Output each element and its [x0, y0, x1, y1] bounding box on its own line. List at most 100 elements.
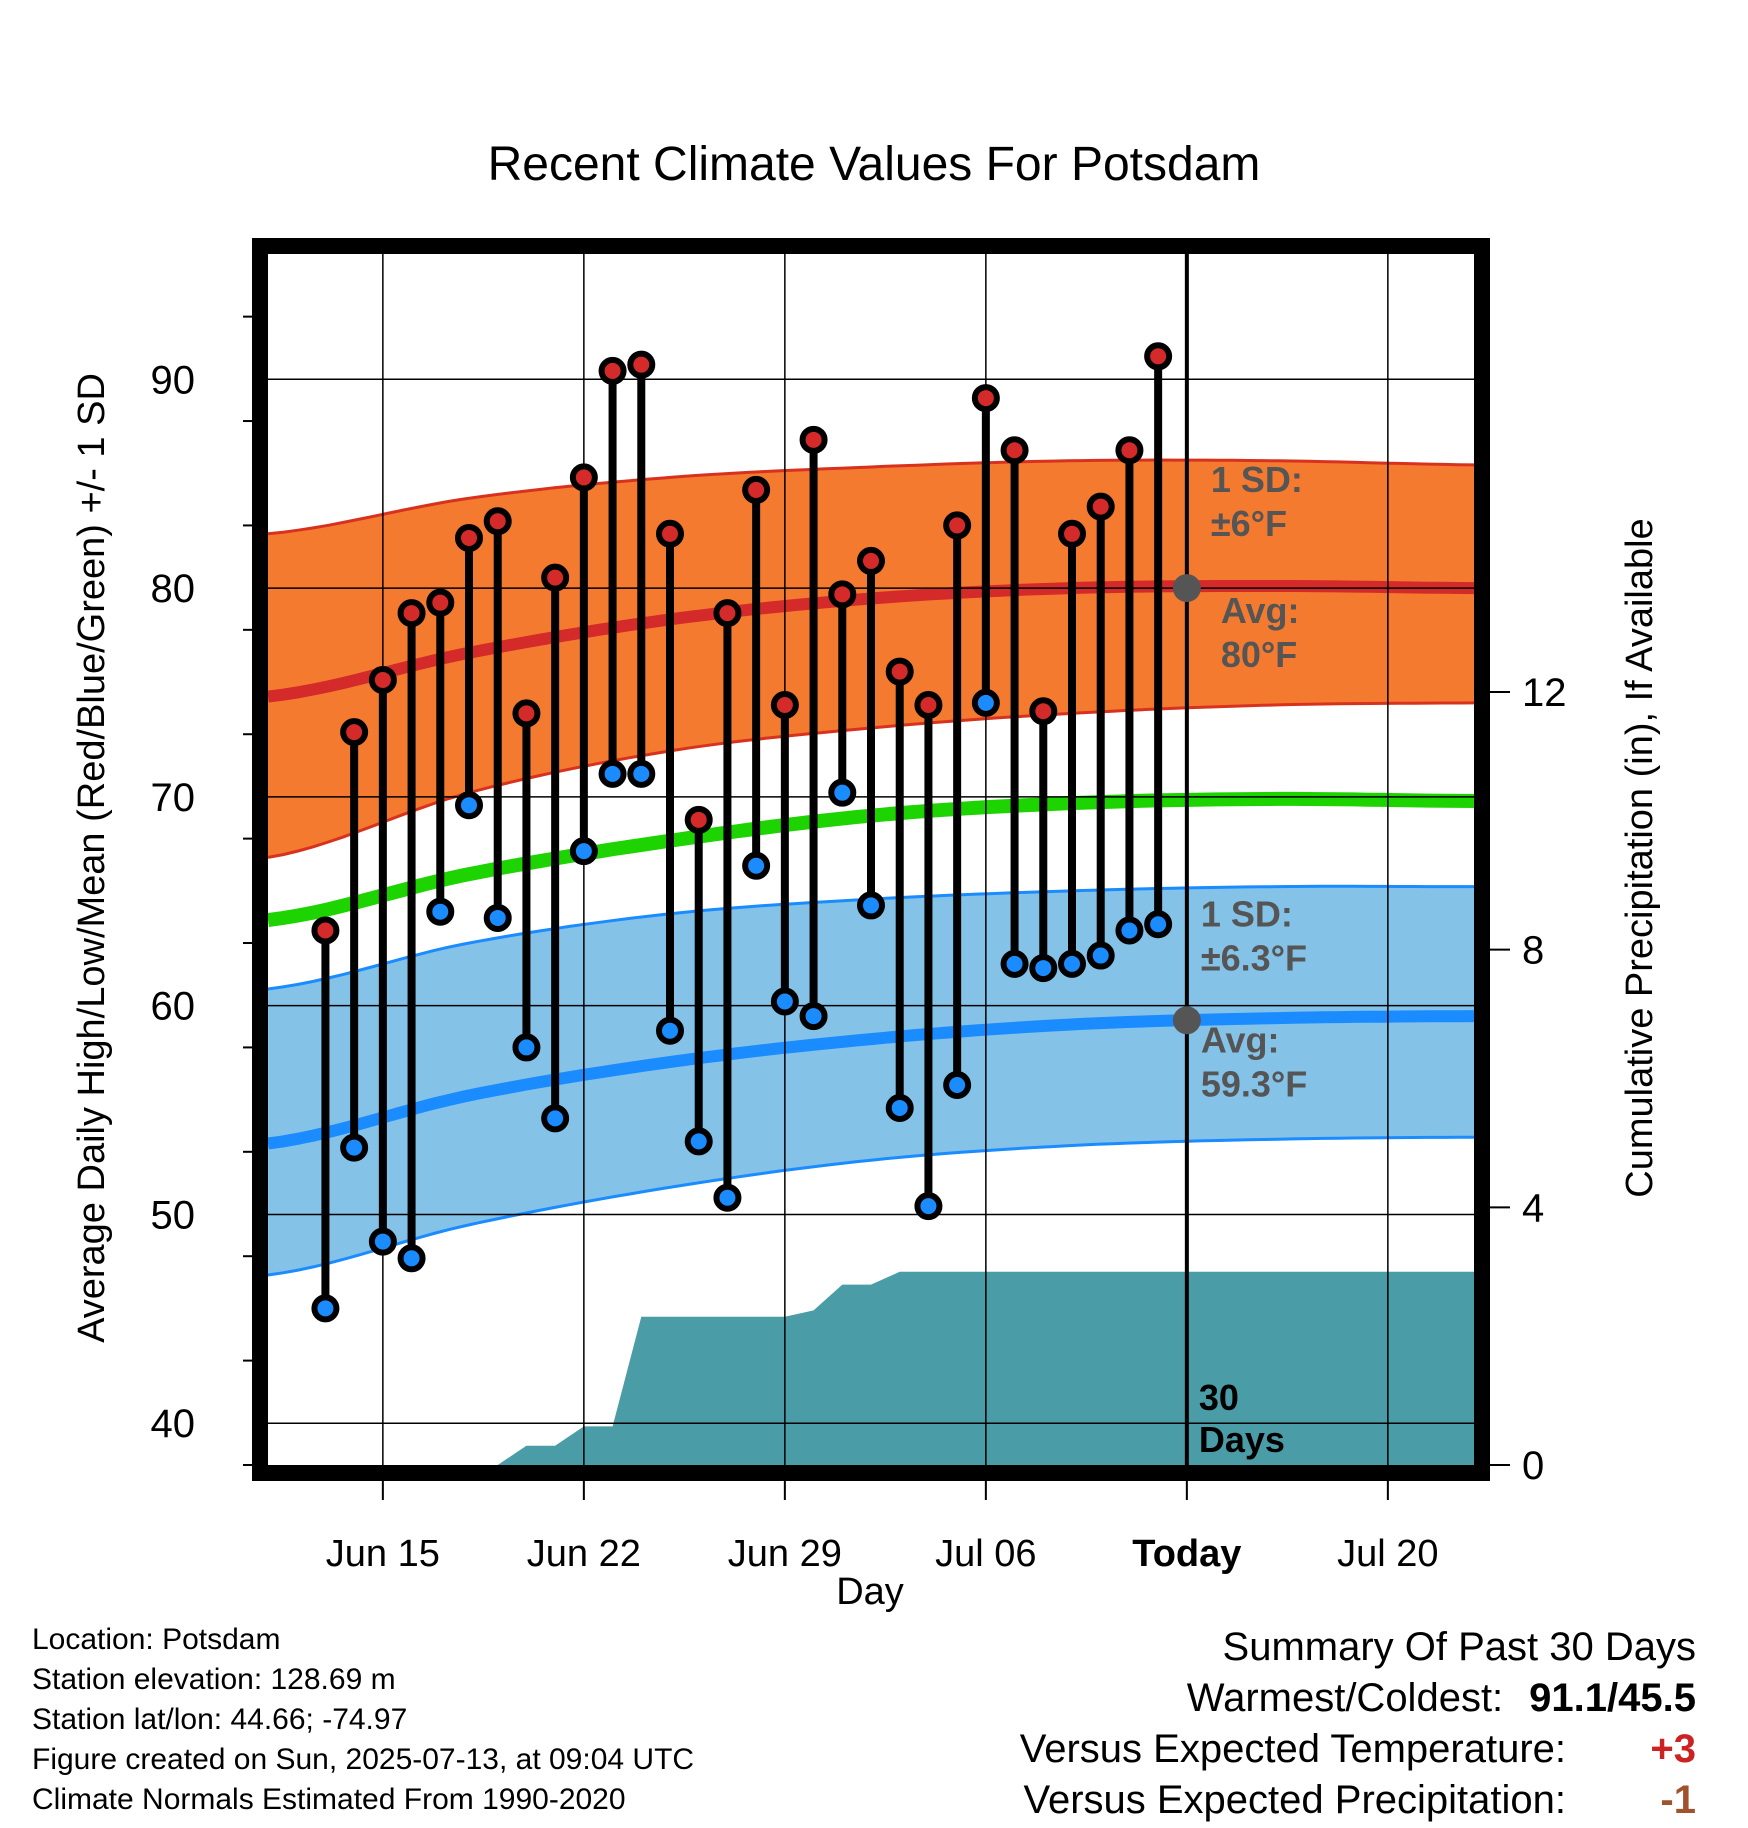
daily-high-point [742, 475, 771, 504]
daily-high-point [713, 599, 742, 628]
daily-high-point [1029, 697, 1058, 726]
daily-high-point [541, 563, 570, 592]
daily-high-point [512, 699, 541, 728]
y2-axis-label: Cumulative Precipitation (in), If Availa… [1619, 518, 1661, 1197]
daily-high-point [598, 356, 627, 385]
x-tick-label: Jul 20 [1337, 1533, 1438, 1575]
daily-high-point [397, 599, 426, 628]
x-tick-label: Today [1132, 1533, 1241, 1575]
info-latlon: Station lat/lon: 44.66; -74.97 [32, 1703, 408, 1736]
daily-low-point [885, 1093, 914, 1122]
low-sd-band-lower-edge [267, 1135, 1475, 1277]
daily-low-point [828, 778, 857, 807]
daily-high-point [455, 523, 483, 552]
low-sd-band [268, 886, 1474, 1275]
window-label-number: 30 [1199, 1377, 1239, 1418]
daily-high-point [857, 546, 885, 575]
daily-high-point [569, 463, 598, 492]
daily-low-point [799, 1002, 828, 1031]
daily-low-point [426, 897, 455, 926]
daily-high-point [1144, 342, 1173, 371]
high-sd-value: ±6°F [1211, 503, 1287, 544]
warmest-label: Warmest/Coldest: [1186, 1676, 1504, 1720]
y-tick-label: 50 [151, 1193, 196, 1237]
daily-low-point [713, 1183, 742, 1212]
low-sd-value: ±6.3°F [1201, 937, 1307, 978]
station-info: Location: Potsdam Station elevation: 128… [32, 1620, 694, 1820]
daily-high-point [1115, 436, 1144, 465]
daily-high-point [368, 665, 397, 694]
warmest-value: 91.1/45.5 [1529, 1676, 1696, 1720]
daily-low-point [1115, 916, 1144, 945]
x-tick-label: Jul 06 [935, 1533, 1036, 1575]
daily-low-point [455, 791, 483, 820]
daily-high-point [914, 690, 943, 719]
daily-high-point [885, 657, 914, 686]
daily-low-point [742, 851, 771, 880]
x-tick-label: Jun 22 [527, 1533, 641, 1575]
daily-high-point [627, 350, 656, 379]
today-high-normal-marker [1172, 574, 1201, 603]
daily-low-point [483, 903, 512, 932]
daily-high-point [943, 511, 972, 540]
climate-chart: Recent Climate Values For Potsdam 1 SD:±… [71, 138, 1661, 1613]
daily-low-point [627, 759, 656, 788]
y-axis-label: Average Daily High/Low/Mean (Red/Blue/Gr… [71, 373, 113, 1343]
y2-tick-label: 8 [1522, 929, 1544, 973]
info-elevation: Station elevation: 128.69 m [32, 1663, 396, 1696]
summary-temp-row: Versus Expected Temperature: +3 [1020, 1724, 1696, 1775]
daily-low-point [1058, 949, 1086, 978]
daily-low-point [684, 1127, 713, 1156]
daily-low-point [914, 1192, 943, 1221]
daily-low-point [1000, 949, 1029, 978]
high-sd-band-upper-edge [267, 458, 1475, 536]
temp-deviation-label: Versus Expected Temperature: [1019, 1727, 1566, 1771]
y-tick-label: 70 [151, 776, 196, 820]
summary-warmest-row: Warmest/Coldest: 91.1/45.5 [1020, 1673, 1696, 1724]
window-label-days: Days [1199, 1419, 1285, 1460]
daily-low-point [857, 891, 885, 920]
y2-tick-label: 0 [1522, 1444, 1544, 1488]
daily-high-point [1000, 436, 1029, 465]
precip-deviation-label: Versus Expected Precipitation: [1023, 1778, 1566, 1822]
y-tick-label: 90 [151, 358, 196, 402]
precip-deviation-value: -1 [1660, 1778, 1696, 1822]
daily-high-point [828, 580, 857, 609]
high-avg-value: 80°F [1221, 634, 1297, 675]
daily-high-point [483, 507, 512, 536]
daily-high-point [340, 718, 369, 747]
today-low-normal-marker [1172, 1006, 1201, 1035]
daily-high-point [1086, 492, 1115, 521]
precip-area [268, 1271, 1474, 1465]
summary-precip-row: Versus Expected Precipitation: -1 [1020, 1775, 1696, 1826]
daily-high-point [684, 805, 713, 834]
daily-low-point [1144, 910, 1173, 939]
daily-low-point [569, 837, 598, 866]
temp-deviation-value: +3 [1650, 1727, 1696, 1771]
daily-low-point [340, 1133, 369, 1162]
daily-high-point [656, 519, 684, 548]
info-created: Figure created on Sun, 2025-07-13, at 09… [32, 1743, 695, 1776]
daily-high-point [1058, 519, 1086, 548]
daily-low-point [1086, 941, 1115, 970]
daily-high-point [770, 690, 799, 719]
x-tick-label: Jun 29 [728, 1533, 842, 1575]
daily-high-point [426, 588, 455, 617]
daily-high-point [971, 384, 1000, 413]
axes: 40 50 60 70 80 90 0 4 8 12 Jun 15 Jun 22 Jun 29 Jul 0… [151, 315, 1567, 1575]
summary-panel: Summary Of Past 30 Days Warmest/Coldest:… [1020, 1622, 1696, 1826]
info-location: Location: Potsdam [32, 1623, 281, 1656]
low-sd-label: 1 SD: [1201, 893, 1293, 934]
daily-low-point [541, 1104, 570, 1133]
daily-low-point [1029, 954, 1058, 983]
y-tick-label: 40 [151, 1402, 196, 1446]
daily-low-point [971, 688, 1000, 717]
y-tick-label: 80 [151, 567, 196, 611]
x-tick-label: Jun 15 [326, 1533, 440, 1575]
x-axis-label: Day [836, 1571, 904, 1613]
daily-low-point [598, 759, 627, 788]
high-avg-label: Avg: [1221, 590, 1300, 631]
daily-low-point [512, 1033, 541, 1062]
daily-high-point [311, 916, 340, 945]
daily-low-point [311, 1294, 340, 1323]
